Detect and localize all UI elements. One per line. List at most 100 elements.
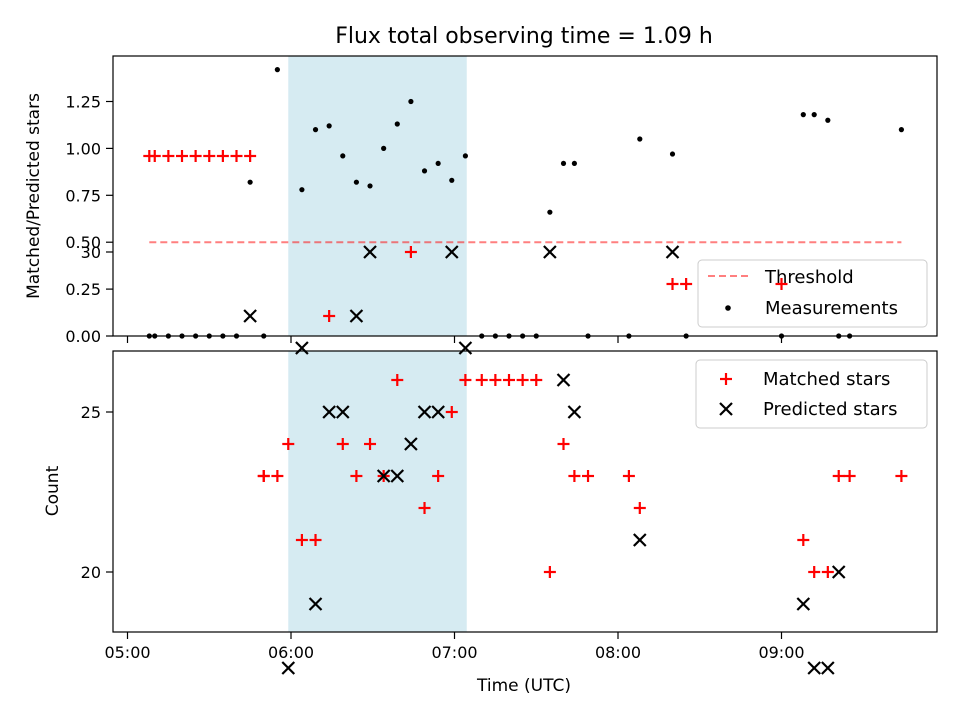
measurement-point bbox=[274, 67, 280, 73]
top-y-axis-label: Matched/Predicted stars bbox=[24, 93, 44, 299]
y-tick-label: 20 bbox=[81, 563, 101, 582]
legend-measurements-label: Measurements bbox=[765, 298, 898, 319]
predicted-star-point bbox=[444, 245, 459, 259]
matched-star-point bbox=[216, 150, 229, 162]
predicted-star-point bbox=[363, 245, 377, 259]
matched-star-point bbox=[503, 374, 515, 386]
matched-star-point bbox=[568, 470, 581, 482]
measurement-point bbox=[547, 209, 553, 215]
predicted-star-point bbox=[796, 597, 811, 611]
x-tick-label: 07:00 bbox=[431, 643, 477, 662]
matched-star-point bbox=[257, 470, 270, 482]
x-tick-label: 08:00 bbox=[595, 643, 641, 662]
predicted-star-point bbox=[633, 533, 647, 547]
top-shaded-span bbox=[288, 56, 467, 336]
predicted-star-point bbox=[458, 341, 473, 355]
measurement-point bbox=[800, 112, 806, 118]
y-tick-label: 0.75 bbox=[65, 186, 101, 205]
matched-star-point bbox=[543, 566, 556, 578]
bottom-legend: Matched stars Predicted stars bbox=[695, 359, 928, 429]
matched-star-point bbox=[404, 246, 417, 258]
matched-star-point bbox=[666, 278, 679, 290]
matched-star-point bbox=[530, 374, 543, 386]
measurement-point bbox=[462, 153, 468, 159]
x-tick-label: 09:00 bbox=[758, 643, 804, 662]
measurement-point bbox=[367, 183, 373, 189]
predicted-stars-points bbox=[243, 245, 846, 675]
predicted-star-point bbox=[821, 661, 835, 675]
matched-stars-points bbox=[143, 150, 908, 578]
shaded-span-rect bbox=[288, 56, 467, 336]
measurement-point bbox=[825, 117, 831, 123]
measurement-point bbox=[381, 145, 387, 151]
predicted-star-point bbox=[665, 245, 680, 259]
bottom-plot-frame bbox=[112, 350, 938, 633]
matched-star-point bbox=[895, 470, 908, 482]
top-x-axis bbox=[126, 336, 783, 343]
x-tick-label: 05:00 bbox=[104, 643, 150, 662]
predicted-star-point bbox=[243, 309, 257, 323]
matched-star-point bbox=[203, 150, 216, 162]
measurement-point bbox=[247, 179, 253, 185]
measurement-point bbox=[669, 151, 676, 157]
y-tick-label: 0.25 bbox=[65, 280, 101, 299]
y-tick-label: 0.50 bbox=[65, 233, 101, 252]
measurement-point bbox=[637, 136, 643, 142]
matched-star-point bbox=[557, 438, 570, 450]
matched-star-point bbox=[391, 374, 404, 386]
matched-star-point bbox=[148, 150, 161, 162]
measurement-point bbox=[435, 160, 441, 167]
matched-star-point bbox=[350, 470, 363, 482]
predicted-star-point bbox=[295, 341, 309, 355]
predicted-star-point bbox=[543, 245, 557, 259]
chart-title: Flux total observing time = 1.09 h bbox=[335, 24, 713, 49]
predicted-star-point bbox=[567, 405, 582, 419]
matched-star-point bbox=[821, 566, 834, 578]
matched-star-point bbox=[271, 470, 284, 482]
measurement-point bbox=[408, 98, 414, 105]
measurement-point bbox=[449, 177, 455, 183]
measurement-point bbox=[560, 160, 567, 167]
top-y-axis: 0.00 0.25 0.50 0.75 1.00 1.25 bbox=[65, 93, 113, 346]
bottom-y-axis: 20 25 30 bbox=[81, 243, 113, 582]
measurement-point bbox=[299, 187, 305, 193]
matched-star-point bbox=[418, 502, 431, 514]
matched-star-point bbox=[230, 150, 243, 162]
matched-star-point bbox=[295, 534, 308, 546]
matched-star-point bbox=[797, 534, 810, 546]
y-tick-label: 30 bbox=[81, 243, 101, 262]
matched-star-point bbox=[336, 438, 349, 450]
legend-predicted-label: Predicted stars bbox=[763, 399, 897, 420]
predicted-star-point bbox=[376, 469, 391, 483]
matched-star-point bbox=[633, 502, 646, 514]
shaded-span-rect bbox=[288, 351, 467, 632]
matched-star-point bbox=[489, 374, 502, 386]
matched-star-point bbox=[309, 534, 322, 546]
predicted-star-point bbox=[417, 405, 432, 419]
legend-measurements-swatch bbox=[725, 305, 731, 311]
matched-star-point bbox=[516, 374, 529, 386]
matched-star-point bbox=[432, 470, 445, 482]
top-legend: Threshold Measurements bbox=[697, 259, 928, 328]
x-tick-label: 06:00 bbox=[268, 643, 314, 662]
y-tick-label: 1.25 bbox=[65, 93, 101, 112]
measurement-point bbox=[571, 160, 578, 167]
matched-star-point bbox=[176, 150, 188, 162]
matched-star-point bbox=[162, 150, 175, 162]
predicted-star-point bbox=[807, 661, 821, 675]
measurement-point bbox=[312, 127, 319, 133]
matched-star-point bbox=[244, 150, 257, 162]
bottom-x-axis: 05:00 06:00 07:00 08:00 09:00 bbox=[104, 632, 805, 662]
measurement-point bbox=[811, 112, 817, 118]
matched-star-point bbox=[475, 374, 488, 386]
legend-predicted-swatch bbox=[719, 402, 733, 416]
matched-star-point bbox=[832, 470, 845, 482]
predicted-star-point bbox=[556, 373, 571, 387]
predicted-star-point bbox=[831, 565, 846, 579]
matched-star-point bbox=[582, 470, 595, 482]
matched-star-point bbox=[445, 406, 458, 418]
legend-matched-label: Matched stars bbox=[763, 369, 890, 390]
matched-star-point bbox=[364, 438, 377, 450]
predicted-star-point bbox=[431, 405, 445, 419]
